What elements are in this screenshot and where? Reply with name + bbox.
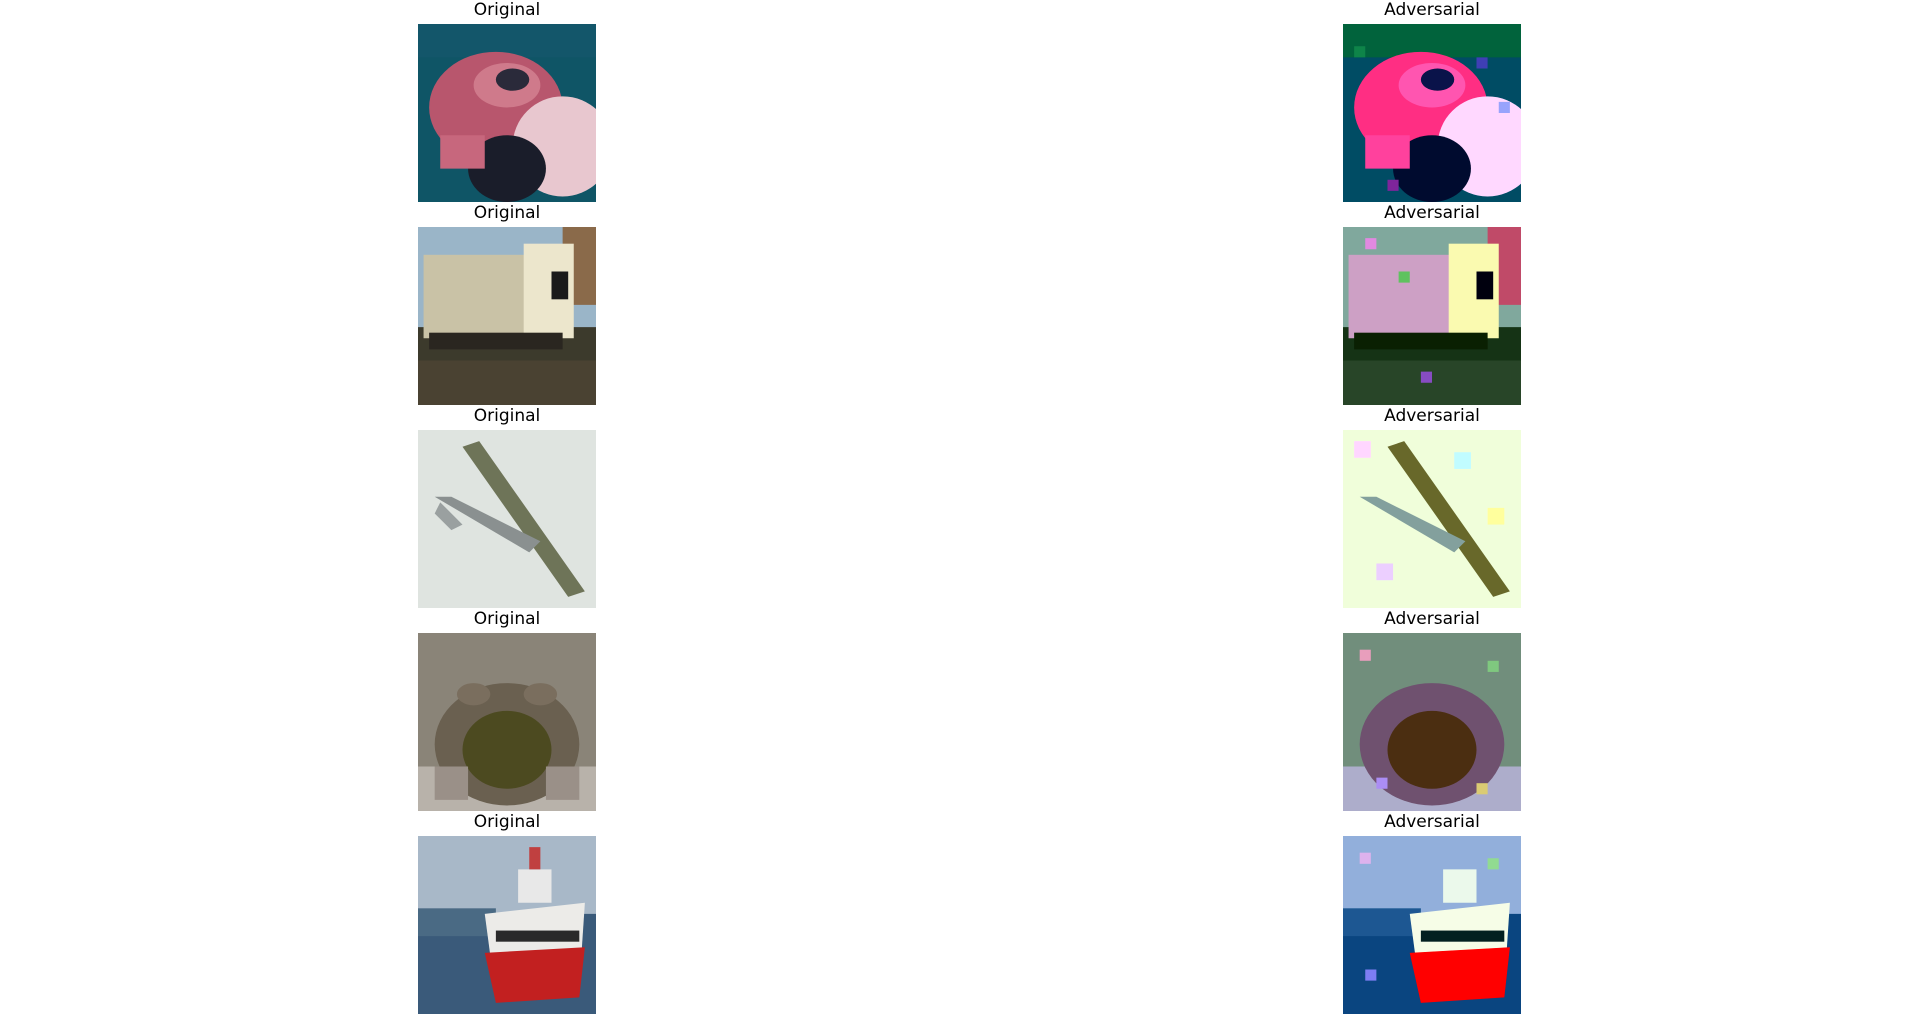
- original-image-truck: [418, 227, 596, 405]
- adversarial-title: Adversarial: [1384, 812, 1480, 832]
- original-image-frog: [418, 633, 596, 811]
- adversarial-title: Adversarial: [1384, 406, 1480, 426]
- adversarial-title: Adversarial: [1384, 609, 1480, 629]
- original-image-frog: [418, 24, 596, 202]
- original-title: Original: [473, 406, 541, 426]
- original-image-ship: [418, 836, 596, 1014]
- adversarial-image-ship: [1343, 836, 1521, 1014]
- adversarial-title: Adversarial: [1384, 203, 1480, 223]
- adversarial-image-truck: [1343, 227, 1521, 405]
- adversarial-title: Adversarial: [1384, 0, 1480, 20]
- adversarial-image-airplane: [1343, 430, 1521, 608]
- original-title: Original: [473, 0, 541, 20]
- original-title: Original: [473, 609, 541, 629]
- adversarial-image-frog: [1343, 24, 1521, 202]
- adversarial-image-frog: [1343, 633, 1521, 811]
- original-title: Original: [473, 812, 541, 832]
- original-image-airplane: [418, 430, 596, 608]
- original-title: Original: [473, 203, 541, 223]
